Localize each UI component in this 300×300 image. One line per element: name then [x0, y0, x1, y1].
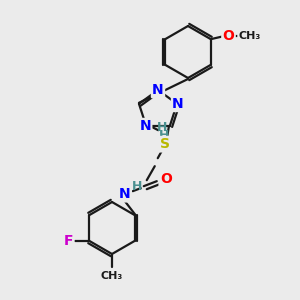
- Text: N: N: [140, 119, 151, 133]
- Text: H: H: [132, 180, 142, 193]
- Text: CH₃: CH₃: [101, 271, 123, 281]
- Text: H: H: [159, 129, 169, 142]
- Text: N: N: [119, 187, 130, 201]
- Text: S: S: [160, 137, 170, 151]
- Text: O: O: [160, 172, 172, 186]
- Text: O: O: [223, 29, 235, 43]
- Text: CH₃: CH₃: [238, 31, 261, 41]
- Text: F: F: [64, 234, 73, 248]
- Text: N: N: [152, 83, 164, 97]
- Text: H: H: [157, 121, 167, 134]
- Text: N: N: [172, 97, 184, 111]
